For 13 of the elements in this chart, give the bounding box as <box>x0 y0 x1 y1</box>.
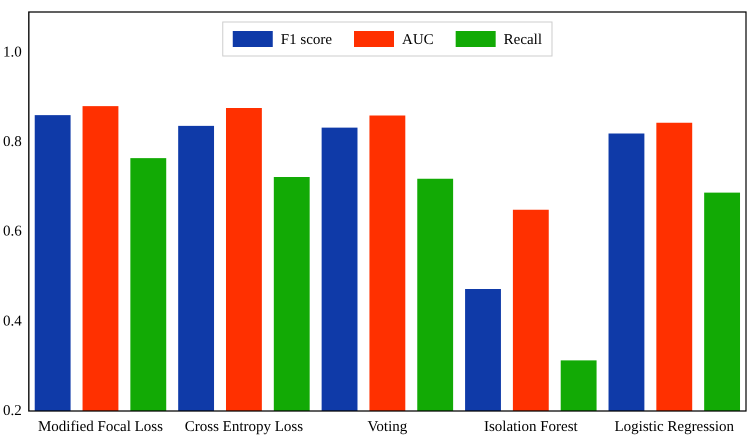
legend-label: AUC <box>402 32 434 48</box>
legend-label: F1 score <box>280 32 332 48</box>
x-tick-label: Cross Entropy Loss <box>184 418 304 435</box>
x-tick-label: Modified Focal Loss <box>38 418 164 435</box>
x-tick-label: Isolation Forest <box>484 418 579 435</box>
y-tick-label: 0.4 <box>3 313 22 330</box>
y-tick-label: 0.2 <box>3 402 22 419</box>
y-tick-label: 1.0 <box>3 44 22 60</box>
x-tick-label: Logistic Regression <box>614 418 735 435</box>
legend-label: Recall <box>504 32 542 48</box>
y-tick-label: 0.8 <box>3 134 22 150</box>
x-tick-label: Voting <box>368 418 408 435</box>
y-tick-label: 0.6 <box>3 224 22 240</box>
